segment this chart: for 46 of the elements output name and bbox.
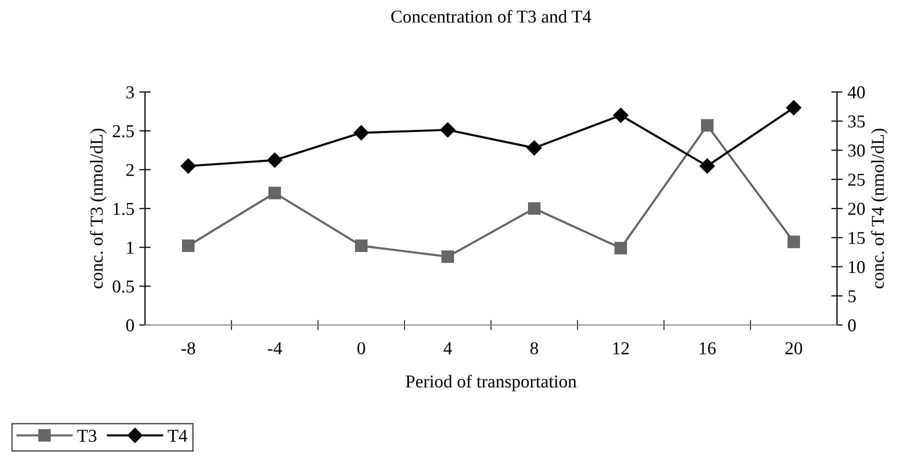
point	[613, 108, 628, 123]
point	[267, 152, 282, 168]
point	[528, 202, 540, 215]
y-tick-label: 1	[127, 242, 134, 254]
point	[180, 158, 196, 174]
point	[788, 236, 800, 248]
y2-tick-label: 20	[848, 202, 865, 215]
y2-tick-label: 40	[848, 86, 865, 98]
x-tick-label: 8	[530, 342, 538, 354]
legend-label: T3	[77, 430, 96, 442]
point	[440, 122, 456, 138]
chart-title: Concentration of T3 and T4	[391, 10, 592, 23]
y-tick-label: 2.5	[112, 125, 134, 138]
y-axis-title: conc. of T3 (nmol/dL)	[90, 128, 106, 288]
x-tick-label: -4	[268, 342, 282, 354]
y2-tick-label: 10	[849, 261, 865, 274]
y2-tick-label: 0	[848, 319, 856, 332]
x-tick-label: 12	[613, 342, 629, 354]
point	[701, 119, 714, 132]
y2-tick-label: 25	[848, 174, 865, 186]
y-tick-label: 3	[126, 86, 134, 98]
legend-label: T4	[168, 430, 188, 442]
x-tick-label: 0	[357, 342, 366, 354]
point	[786, 100, 802, 116]
x-tick-label: -8	[181, 342, 196, 354]
point	[182, 240, 194, 252]
y-tick-label: 0.5	[112, 280, 134, 293]
point	[355, 240, 368, 252]
x-tick-label: 4	[444, 342, 452, 354]
y-tick-label: 0	[126, 319, 134, 332]
point	[354, 125, 369, 140]
point	[614, 242, 627, 254]
point	[442, 250, 454, 263]
y2-axis-title: conc. of T4 (nmol/dL)	[871, 128, 888, 288]
y2-tick-label: 15	[849, 232, 865, 244]
point	[700, 158, 715, 174]
y2-tick-label: 35	[848, 115, 865, 128]
point	[268, 186, 281, 200]
y-tick-label: 1.5	[114, 202, 134, 216]
x-tick-label: 20	[786, 342, 802, 354]
point	[526, 140, 542, 156]
x-tick-label: 16	[700, 342, 716, 354]
y2-tick-label: 5	[848, 290, 856, 302]
y-tick-label: 2	[126, 164, 134, 176]
x-axis-title: Period of transportation	[406, 374, 576, 392]
y2-tick-label: 30	[848, 144, 865, 157]
